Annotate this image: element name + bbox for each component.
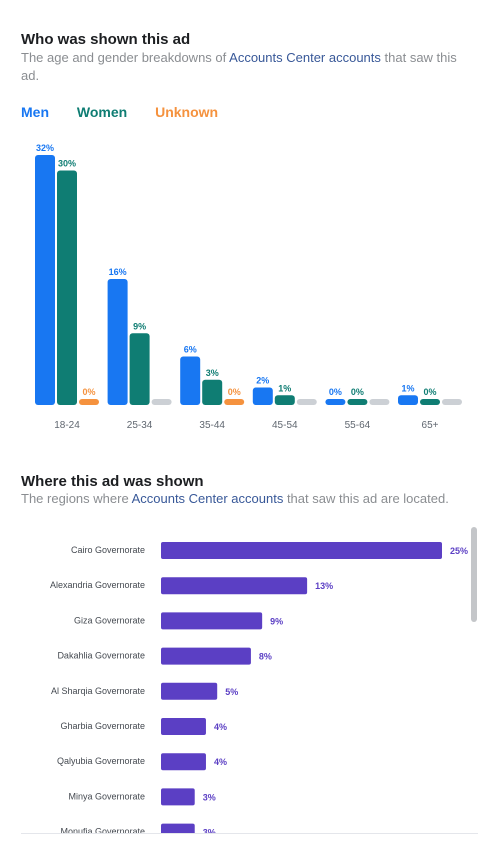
region-bar[interactable] (161, 753, 206, 771)
bar-women-65+[interactable] (420, 399, 440, 405)
region-section-subtitle: The regions where Accounts Center accoun… (21, 490, 471, 508)
region-bar[interactable] (161, 612, 263, 630)
x-tick-label: 55-64 (345, 420, 371, 431)
region-chart: Cairo Governorate 25% Alexandria Governora… (50, 542, 468, 833)
region-bar[interactable] (161, 823, 195, 833)
bar-men-55-64[interactable] (325, 399, 346, 405)
region-subtitle-text: The regions where (21, 491, 132, 506)
bar-unknown-25-34[interactable] (151, 399, 172, 405)
chart-legend: Men Women Unknown (21, 104, 242, 120)
x-tick-label: 18-24 (54, 420, 80, 431)
region-value-label: 4% (214, 722, 227, 732)
region-label: Minya Governorate (68, 791, 145, 801)
region-bar[interactable] (161, 718, 206, 735)
bar-label-women-18-24: 30% (58, 159, 76, 169)
region-label: Cairo Governorate (71, 545, 145, 555)
bar-women-25-34[interactable] (129, 333, 150, 405)
bar-unknown-18-24[interactable] (79, 399, 99, 405)
region-value-label: 13% (315, 581, 333, 591)
region-label: Qalyubia Governorate (57, 756, 145, 766)
region-value-label: 9% (270, 616, 283, 626)
age-subtitle-text: The age and gender breakdowns of (21, 50, 230, 65)
region-label: Alexandria Governorate (50, 580, 145, 590)
bar-men-35-44[interactable] (180, 356, 201, 406)
bar-unknown-45-54[interactable] (296, 399, 317, 405)
region-value-label: 4% (214, 757, 227, 767)
bar-label-women-35-44: 3% (206, 368, 219, 378)
bar-label-women-45-54: 1% (278, 383, 291, 393)
age-section-subtitle: The age and gender breakdowns of Account… (21, 49, 471, 85)
x-tick-label: 45-54 (272, 420, 298, 431)
region-label: Monufia Governorate (60, 827, 145, 833)
bar-label-men-18-24: 32% (36, 143, 54, 153)
region-list-scrollbar[interactable] (471, 527, 477, 622)
region-bar[interactable] (161, 647, 251, 665)
region-bar[interactable] (161, 788, 195, 806)
bar-unknown-55-64[interactable] (369, 399, 390, 405)
bar-label-men-45-54: 2% (256, 376, 269, 386)
bar-label-men-55-64: 0% (329, 387, 342, 397)
region-bar[interactable] (161, 577, 308, 595)
age-section-title: Who was shown this ad (21, 31, 191, 48)
bar-women-55-64[interactable] (347, 399, 368, 405)
region-value-label: 8% (259, 652, 272, 662)
bar-women-45-54[interactable] (274, 395, 295, 405)
bar-men-25-34[interactable] (107, 279, 128, 405)
region-section-title: Where this ad was shown (21, 473, 204, 490)
region-label: Al Sharqia Governorate (51, 686, 145, 696)
accounts-center-link-2[interactable]: Accounts Center accounts (131, 491, 284, 506)
legend-men[interactable]: Men (21, 104, 49, 120)
bottom-divider (21, 833, 478, 834)
x-tick-label: 25-34 (127, 420, 153, 431)
bar-label-unknown-18-24: 0% (82, 387, 95, 397)
region-bar[interactable] (161, 542, 442, 559)
bar-women-35-44[interactable] (202, 379, 223, 405)
region-value-label: 25% (450, 546, 468, 556)
bar-men-18-24[interactable] (35, 155, 55, 405)
bar-label-women-65+: 0% (423, 387, 436, 397)
bar-label-women-25-34: 9% (133, 321, 146, 331)
bar-label-unknown-35-44: 0% (228, 387, 241, 397)
bar-unknown-35-44[interactable] (224, 399, 245, 405)
region-value-label: 3% (203, 792, 216, 802)
bar-men-45-54[interactable] (252, 387, 273, 406)
legend-unknown[interactable]: Unknown (155, 104, 219, 120)
bar-label-men-65+: 1% (401, 383, 414, 393)
region-value-label: 5% (225, 687, 238, 697)
bar-women-18-24[interactable] (57, 170, 77, 406)
region-label: Giza Governorate (74, 615, 145, 625)
bar-label-men-35-44: 6% (184, 345, 197, 355)
age-subtitle-end: that saw this ad. (21, 50, 457, 83)
x-tick-label: 65+ (422, 420, 439, 431)
bar-label-women-55-64: 0% (351, 387, 364, 397)
bar-men-65+[interactable] (398, 395, 418, 405)
bar-label-men-25-34: 16% (109, 267, 127, 277)
accounts-center-link[interactable]: Accounts Center accounts (229, 50, 381, 65)
age-gender-chart: 32% 30% 0% 18-24 16% 9% 25-34 6% 3% 0% 35-44 2% 1% 45… (35, 143, 462, 431)
region-subtitle-end: that saw this ad are located. (283, 491, 449, 506)
region-value-label: 3% (203, 828, 216, 833)
bar-unknown-65+[interactable] (442, 399, 462, 405)
region-label: Dakahlia Governorate (57, 651, 145, 661)
region-label: Gharbia Governorate (60, 721, 145, 731)
x-tick-label: 35-44 (199, 420, 225, 431)
region-bar[interactable] (161, 682, 218, 700)
legend-women[interactable]: Women (76, 104, 128, 120)
